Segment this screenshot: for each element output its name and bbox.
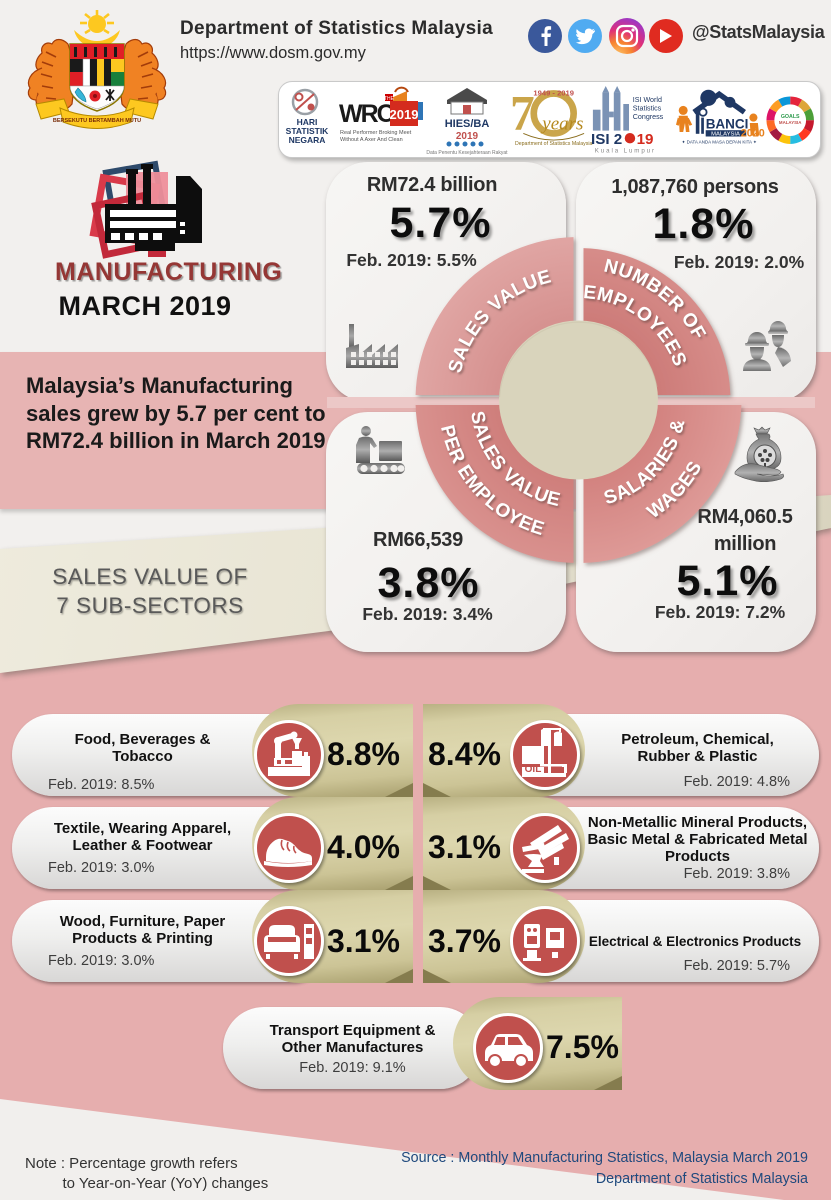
svg-text:2020: 2020 bbox=[741, 128, 765, 140]
svg-text:2019: 2019 bbox=[456, 131, 479, 142]
svg-text:Kuala Lumpur: Kuala Lumpur bbox=[595, 147, 656, 154]
svg-text:✦ DATA ANDA MASA DEPAN KITA ✦: ✦ DATA ANDA MASA DEPAN KITA ✦ bbox=[682, 140, 757, 145]
svg-text:MALAYSIA: MALAYSIA bbox=[711, 132, 740, 138]
svg-text:Statistics: Statistics bbox=[633, 105, 662, 113]
svg-text:years: years bbox=[540, 114, 583, 135]
svg-text:STATISTIK: STATISTIK bbox=[286, 126, 330, 136]
svg-text:2019: 2019 bbox=[390, 107, 419, 122]
svg-text:GOALS: GOALS bbox=[781, 114, 800, 120]
svg-text:MALAYSIA: MALAYSIA bbox=[779, 120, 802, 125]
svg-text:HIES/BA: HIES/BA bbox=[445, 118, 490, 130]
svg-text:Data Penentu Kesejahteraan Rak: Data Penentu Kesejahteraan Rakyat bbox=[426, 150, 508, 156]
svg-text:Congress: Congress bbox=[633, 113, 664, 121]
svg-text:OIL: OIL bbox=[525, 764, 542, 775]
svg-text:Without A Axer And Clean: Without A Axer And Clean bbox=[340, 137, 403, 143]
svg-text:THE: THE bbox=[384, 96, 395, 102]
svg-text:BERSEKUTU BERTAMBAH MUTU: BERSEKUTU BERTAMBAH MUTU bbox=[53, 118, 141, 124]
svg-text:19: 19 bbox=[637, 131, 654, 148]
svg-text:HARI: HARI bbox=[297, 117, 318, 127]
svg-text:1949 - 2019: 1949 - 2019 bbox=[533, 88, 574, 97]
svg-text:ISI 2: ISI 2 bbox=[591, 131, 622, 148]
svg-text:ISI World: ISI World bbox=[633, 96, 662, 104]
svg-text:WRC: WRC bbox=[339, 100, 395, 128]
svg-text:Real Performer Broking Meet: Real Performer Broking Meet bbox=[340, 130, 412, 136]
svg-text:7: 7 bbox=[510, 86, 534, 141]
svg-text:Department of Statistics Malay: Department of Statistics Malaysia bbox=[515, 141, 593, 147]
svg-text:BANCI: BANCI bbox=[706, 116, 749, 131]
svg-text:NEGARA: NEGARA bbox=[289, 135, 326, 145]
